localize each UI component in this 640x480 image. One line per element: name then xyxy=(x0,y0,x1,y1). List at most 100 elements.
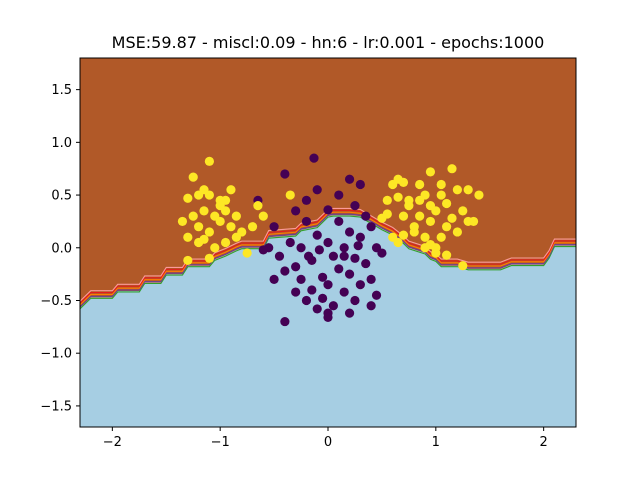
scatter-point-class-1 xyxy=(188,211,198,221)
y-tick-label: 0.0 xyxy=(51,241,72,256)
scatter-point-class-0 xyxy=(318,293,328,303)
scatter-point-class-1 xyxy=(425,167,436,177)
y-tick-label: −1.0 xyxy=(40,347,72,362)
scatter-point-class-1 xyxy=(382,195,392,205)
scatter-point-class-1 xyxy=(183,193,193,203)
x-tick-label: 1 xyxy=(432,435,440,450)
scatter-point-class-0 xyxy=(366,301,376,311)
scatter-point-class-0 xyxy=(280,266,290,276)
scatter-point-class-1 xyxy=(377,213,387,223)
scatter-point-class-1 xyxy=(398,177,409,188)
scatter-point-class-1 xyxy=(194,237,204,248)
scatter-point-class-1 xyxy=(220,237,231,248)
scatter-point-class-1 xyxy=(177,216,188,227)
scatter-point-class-1 xyxy=(388,179,398,190)
x-tick-label: −1 xyxy=(211,435,230,450)
scatter-point-class-0 xyxy=(314,245,324,255)
scatter-point-class-1 xyxy=(199,206,209,216)
scatter-point-class-1 xyxy=(194,222,204,232)
scatter-point-class-1 xyxy=(452,185,462,195)
axes: −2 −1 0 1 2 −1.5 −1.0 −0.5 0.0 0.5 1.0 1.5 xyxy=(40,57,577,450)
scatter-point-class-1 xyxy=(398,211,409,221)
x-tick-label: 0 xyxy=(324,435,332,450)
scatter-point-class-0 xyxy=(291,287,301,297)
scatter-point-class-1 xyxy=(199,185,209,195)
plot-area xyxy=(80,58,576,427)
scatter-point-class-1 xyxy=(415,195,425,205)
scatter-point-class-1 xyxy=(468,216,479,227)
scatter-point-class-1 xyxy=(253,201,263,211)
scatter-point-class-0 xyxy=(312,304,322,314)
scatter-point-class-0 xyxy=(334,216,344,227)
scatter-point-class-0 xyxy=(258,245,268,255)
x-tick-label: −2 xyxy=(103,435,122,450)
chart-title: MSE:59.87 - miscl:0.09 - hn:6 - lr:0.001… xyxy=(112,33,545,52)
y-tick-label: 0.5 xyxy=(51,189,72,204)
scatter-point-class-0 xyxy=(355,179,365,190)
scatter-point-class-1 xyxy=(474,190,484,200)
scatter-point-class-0 xyxy=(280,169,290,179)
scatter-point-class-1 xyxy=(204,253,214,263)
scatter-point-class-0 xyxy=(371,290,382,300)
scatter-point-class-0 xyxy=(334,264,344,274)
scatter-point-class-1 xyxy=(452,227,462,237)
contour-line xyxy=(80,207,576,302)
scatter-point-class-0 xyxy=(323,205,333,215)
scatter-point-class-0 xyxy=(303,251,314,261)
scatter-point-class-0 xyxy=(366,222,376,232)
scatter-point-class-0 xyxy=(312,185,322,195)
scatter-point-class-0 xyxy=(355,232,365,242)
scatter-point-class-0 xyxy=(344,227,355,237)
scatter-point-class-1 xyxy=(215,201,225,211)
scatter-point-class-0 xyxy=(269,274,279,284)
scatter-point-class-1 xyxy=(415,211,425,221)
scatter-point-class-0 xyxy=(344,269,355,279)
scatter-point-class-0 xyxy=(318,272,328,282)
scatter-point-class-0 xyxy=(350,295,360,306)
scatter-point-class-1 xyxy=(388,232,398,242)
scatter-point-class-0 xyxy=(296,274,306,284)
scatter-point-class-0 xyxy=(323,237,333,248)
scatter-point-class-1 xyxy=(183,232,193,242)
y-tick-label: 1.5 xyxy=(51,83,72,98)
scatter-point-class-0 xyxy=(339,287,349,297)
scatter-point-class-0 xyxy=(307,285,317,295)
scatter-point-class-1 xyxy=(258,211,268,221)
scatter-point-class-1 xyxy=(463,185,473,195)
scatter-point-class-0 xyxy=(269,222,279,232)
scatter-point-class-0 xyxy=(328,251,338,261)
scatter-point-class-0 xyxy=(361,211,371,221)
scatter-point-class-1 xyxy=(458,206,468,216)
scatter-point-class-0 xyxy=(339,243,349,253)
scatter-point-class-1 xyxy=(447,164,457,174)
scatter-point-class-0 xyxy=(350,201,360,211)
scatter-point-class-0 xyxy=(309,153,319,163)
scatter-point-class-1 xyxy=(183,255,193,266)
scatter-point-class-1 xyxy=(204,156,214,166)
scatter-point-class-1 xyxy=(442,198,452,209)
scatter-point-class-1 xyxy=(210,243,220,253)
scatter-point-class-0 xyxy=(323,280,333,290)
scatter-point-class-0 xyxy=(344,308,355,318)
scatter-point-class-1 xyxy=(226,222,236,232)
scatter-point-class-1 xyxy=(420,243,430,253)
scatter-point-class-0 xyxy=(361,258,371,269)
scatter-point-class-0 xyxy=(301,295,312,306)
scatter-point-class-0 xyxy=(344,174,355,184)
scatter-point-class-1 xyxy=(442,222,452,232)
y-tick-label: −1.5 xyxy=(40,399,72,414)
scatter-point-class-0 xyxy=(339,251,349,261)
scatter-point-class-1 xyxy=(431,248,441,258)
scatter-point-class-1 xyxy=(425,216,436,227)
scatter-point-class-1 xyxy=(242,248,252,258)
scatter-point-class-0 xyxy=(323,312,333,322)
scatter-point-class-0 xyxy=(377,248,387,258)
scatter-point-class-1 xyxy=(404,201,414,211)
scatter-point-class-1 xyxy=(458,261,468,271)
scatter-point-class-1 xyxy=(431,206,441,216)
scatter-point-class-1 xyxy=(436,232,446,242)
y-tick-label: 1.0 xyxy=(51,136,72,151)
scatter-point-class-1 xyxy=(393,192,403,202)
scatter-point-class-1 xyxy=(204,227,214,237)
scatter-point-class-1 xyxy=(247,222,258,232)
